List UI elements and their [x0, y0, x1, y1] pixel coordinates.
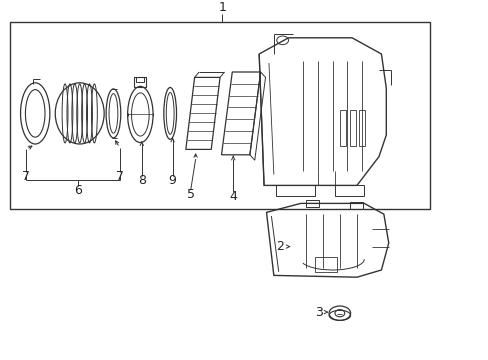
Text: 3: 3 [315, 306, 323, 319]
Text: 6: 6 [74, 184, 82, 197]
Bar [305, 200, 319, 207]
Text: 4: 4 [229, 190, 237, 203]
Bar [315, 257, 337, 272]
Bar [134, 77, 146, 87]
Bar [10, 22, 429, 209]
Bar [276, 185, 315, 196]
Text: 7: 7 [116, 170, 123, 183]
Text: 8: 8 [138, 174, 145, 186]
Text: 1: 1 [218, 1, 226, 14]
Bar [339, 110, 345, 146]
Text: 9: 9 [168, 174, 176, 186]
Bar [136, 77, 144, 82]
Bar [359, 110, 365, 146]
Bar [349, 110, 355, 146]
Bar [349, 202, 363, 209]
Text: 7: 7 [22, 170, 30, 183]
Text: 5: 5 [186, 188, 194, 201]
Text: 2: 2 [276, 240, 284, 253]
Bar [334, 185, 364, 196]
